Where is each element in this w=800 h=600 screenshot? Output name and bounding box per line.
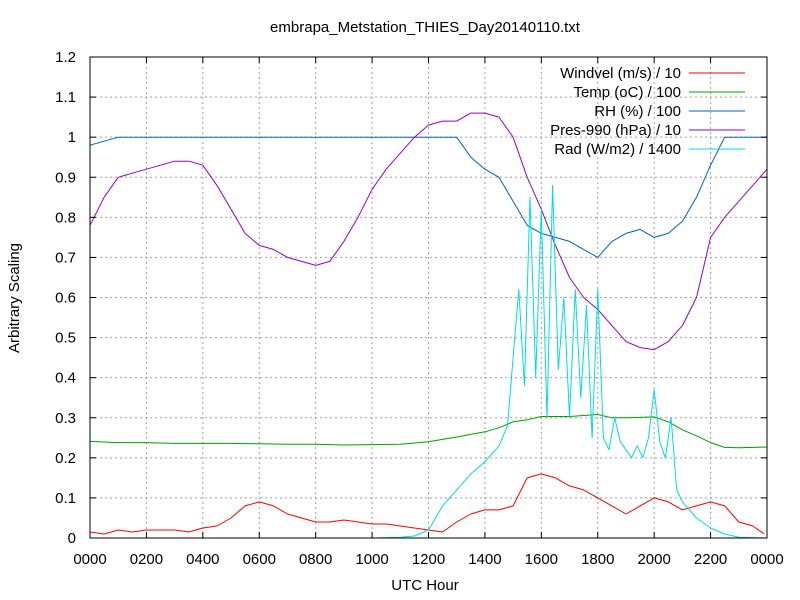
series-line-1 — [90, 474, 764, 534]
x-tick-label: 1200 — [412, 551, 445, 568]
y-tick-label: 0.6 — [55, 290, 76, 307]
x-tick-label: 1600 — [525, 551, 558, 568]
y-tick-label: 0.5 — [55, 330, 76, 347]
x-tick-label: 1800 — [581, 551, 614, 568]
y-tick-label: 1.2 — [55, 49, 76, 66]
legend-label: RH (%) / 100 — [594, 103, 681, 120]
y-tick-label: 0.7 — [55, 249, 76, 266]
legend-label: Temp (oC) / 100 — [573, 84, 681, 101]
y-axis-label: Arbitrary Scaling — [6, 243, 23, 353]
y-tick-label: 1.1 — [55, 89, 76, 106]
x-tick-label: 1000 — [355, 551, 388, 568]
x-tick-label: 2000 — [637, 551, 670, 568]
line-chart: 0 0.1 0.2 0.3 0.4 0.5 0.6 0.7 0.8 0.9 1 1.1 1.2 0000 0… — [0, 0, 800, 600]
y-tick-label: 0.4 — [55, 370, 76, 387]
y-tick-label: 0.9 — [55, 169, 76, 186]
y-tick-label: 0.1 — [55, 490, 76, 507]
legend-label: Pres-990 (hPa) / 10 — [550, 122, 681, 139]
x-axis-label: UTC Hour — [391, 577, 459, 594]
x-tick-label: 0400 — [186, 551, 219, 568]
x-tick-label: 1400 — [468, 551, 501, 568]
chart-title: embrapa_Metstation_THIES_Day20140110.txt — [270, 19, 581, 36]
legend: Windvel (m/s) / 10 Temp (oC) / 100 RH (%) … — [550, 65, 745, 158]
x-tick-label: 0600 — [243, 551, 276, 568]
legend-label: Rad (W/m2) / 1400 — [554, 141, 681, 158]
x-tick-label: 0000 — [750, 551, 783, 568]
legend-label: Windvel (m/s) / 10 — [560, 65, 681, 82]
y-tick-label: 0.2 — [55, 450, 76, 467]
y-tick-label: 0 — [68, 530, 76, 547]
chart-container: 0 0.1 0.2 0.3 0.4 0.5 0.6 0.7 0.8 0.9 1 1.1 1.2 0000 0… — [0, 0, 800, 600]
x-tick-label: 0800 — [299, 551, 332, 568]
x-tick-label: 0000 — [73, 551, 106, 568]
y-tick-label: 1 — [68, 129, 76, 146]
x-tick-label: 0200 — [130, 551, 163, 568]
x-tick-label: 2200 — [694, 551, 727, 568]
y-tick-label: 0.3 — [55, 410, 76, 427]
y-tick-label: 0.8 — [55, 209, 76, 226]
